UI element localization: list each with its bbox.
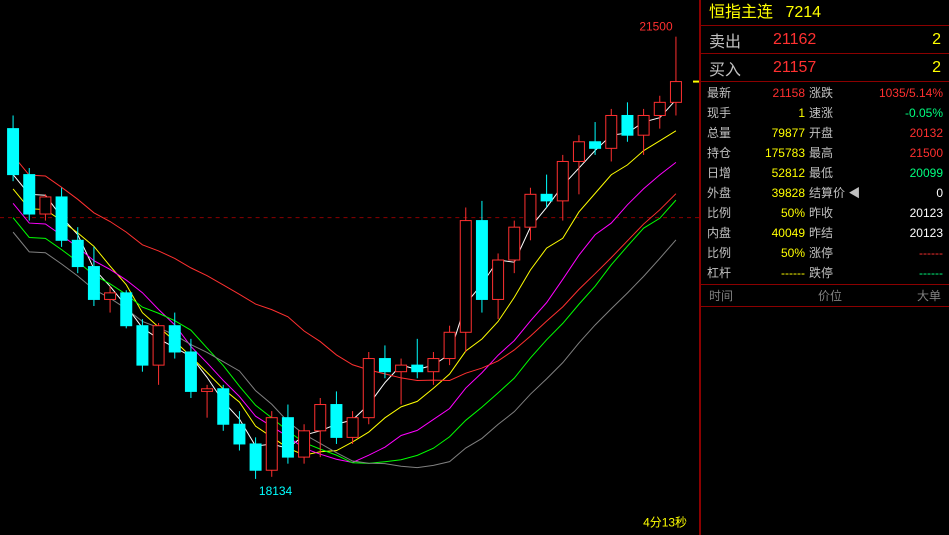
data-label: 跌停: [809, 264, 847, 282]
buy-price: 21157: [753, 59, 891, 77]
svg-text:21500: 21500: [639, 20, 673, 34]
sell-qty: 2: [891, 31, 941, 49]
sell-row[interactable]: 卖出 21162 2: [701, 26, 949, 54]
data-value: ------: [851, 264, 943, 282]
data-value: 20123: [851, 204, 943, 222]
data-label: 日增: [707, 164, 745, 182]
buy-qty: 2: [891, 59, 941, 77]
col-vol: 大单: [879, 285, 949, 306]
data-value: ------: [749, 264, 805, 282]
data-label: 开盘: [809, 124, 847, 142]
data-value: 50%: [749, 204, 805, 222]
data-value: 50%: [749, 244, 805, 262]
instrument-name: 恒指主连: [709, 4, 773, 21]
data-value: -0.05%: [851, 104, 943, 122]
data-value: 39828: [749, 184, 805, 202]
data-value: 0: [851, 184, 943, 202]
data-value: 20132: [851, 124, 943, 142]
ticks-header: 时间 价位 大单: [701, 285, 949, 307]
data-value: 20123: [851, 224, 943, 242]
sell-price: 21162: [753, 31, 891, 49]
data-label: 比例: [707, 244, 745, 262]
data-value: 79877: [749, 124, 805, 142]
data-label: 涨跌: [809, 84, 847, 102]
col-price: 价位: [781, 285, 879, 306]
sell-label: 卖出: [709, 28, 753, 52]
quote-panel: 恒指主连 7214 卖出 21162 2 买入 21157 2 最新21158涨…: [700, 0, 949, 535]
data-label: 昨结: [809, 224, 847, 242]
data-label: 最低: [809, 164, 847, 182]
instrument-title: 恒指主连 7214: [701, 0, 949, 26]
data-label: 现手: [707, 104, 745, 122]
buy-label: 买入: [709, 56, 753, 80]
buy-row[interactable]: 买入 21157 2: [701, 54, 949, 82]
svg-text:4分13秒: 4分13秒: [643, 516, 687, 530]
data-label: 比例: [707, 204, 745, 222]
data-label: 外盘: [707, 184, 745, 202]
data-value: 1035/5.14%: [851, 84, 943, 102]
data-value: 40049: [749, 224, 805, 242]
data-label: 最高: [809, 144, 847, 162]
data-label: 总量: [707, 124, 745, 142]
data-label: 速涨: [809, 104, 847, 122]
data-label: 最新: [707, 84, 745, 102]
data-value: 1: [749, 104, 805, 122]
candlestick-chart[interactable]: 21500 18134 4分13秒: [0, 0, 700, 535]
quote-data-grid: 最新21158涨跌1035/5.14%现手1速涨-0.05%总量79877开盘2…: [701, 82, 949, 285]
data-label: 内盘: [707, 224, 745, 242]
data-value: 52812: [749, 164, 805, 182]
data-value: 21500: [851, 144, 943, 162]
instrument-code: 7214: [785, 4, 821, 21]
data-label: 结算价 ◀: [809, 184, 847, 202]
data-label: 涨停: [809, 244, 847, 262]
data-value: 175783: [749, 144, 805, 162]
svg-text:18134: 18134: [259, 484, 293, 498]
data-label: 昨收: [809, 204, 847, 222]
data-label: 杠杆: [707, 264, 745, 282]
data-value: ------: [851, 244, 943, 262]
data-value: 21158: [749, 84, 805, 102]
data-value: 20099: [851, 164, 943, 182]
col-time: 时间: [701, 285, 781, 306]
data-label: 持仓: [707, 144, 745, 162]
